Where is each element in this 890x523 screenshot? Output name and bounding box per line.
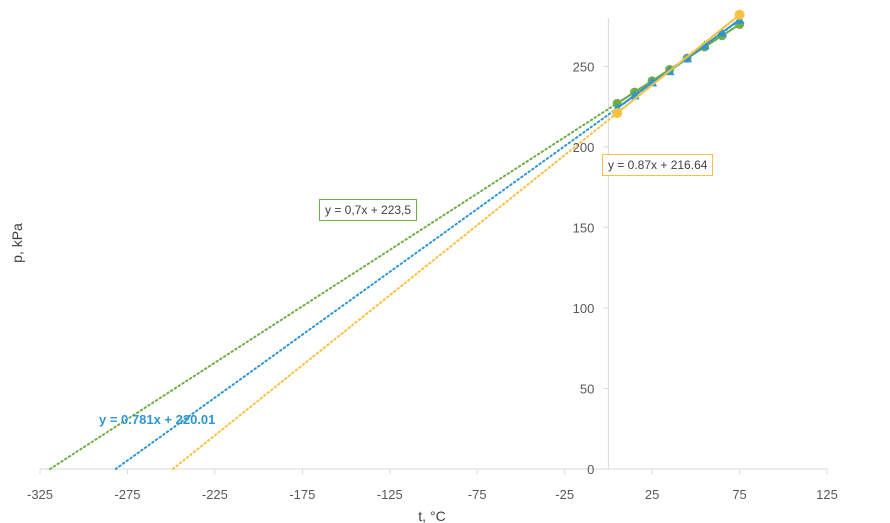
y-tick-label: 150 — [573, 220, 595, 235]
x-tick-label: -275 — [114, 487, 140, 502]
x-axis-title: t, °C — [418, 508, 445, 523]
y-tick-label: 50 — [580, 381, 594, 396]
x-tick-label: 75 — [732, 487, 746, 502]
x-tick-label: -175 — [289, 487, 315, 502]
y-tick-label: 100 — [573, 301, 595, 316]
x-tick-label: -75 — [468, 487, 487, 502]
y-tick-label: 250 — [573, 59, 595, 74]
x-tick-label: -225 — [202, 487, 228, 502]
points-group — [612, 9, 745, 119]
x-tick-label: 25 — [645, 487, 659, 502]
x-tick-label: -125 — [377, 487, 403, 502]
trendline-equation-blue: y = 0.781x + 220.01 — [99, 412, 216, 427]
x-tick-label: -325 — [27, 487, 53, 502]
data-point — [717, 27, 728, 37]
trendlines-group — [48, 13, 741, 470]
y-tick-label: 200 — [573, 140, 595, 155]
data-point — [734, 9, 745, 20]
data-point — [699, 40, 710, 50]
trendline-equation-orange: y = 0.87x + 216.64 — [602, 154, 714, 176]
trendline-equation-green: y = 0,7x + 223,5 — [319, 199, 418, 221]
x-tick-label: 125 — [816, 487, 838, 502]
data-point — [612, 108, 623, 119]
tick-labels-group: -325 -275 -225 -175 -125 -75 -25 25 75 125 0 50 100 1… — [27, 59, 838, 502]
axes-group — [39, 18, 828, 474]
x-tick-label: -25 — [555, 487, 574, 502]
y-axis-title: p, kPa — [9, 223, 25, 263]
y-tick-label: 0 — [587, 462, 594, 477]
series-line-2 — [616, 14, 741, 114]
